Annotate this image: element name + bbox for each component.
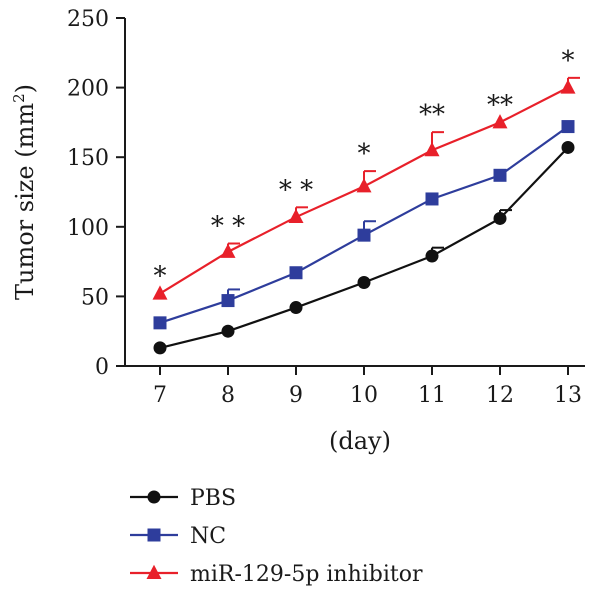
data-point-circle [153, 341, 167, 355]
x-tick-label: 8 [221, 383, 235, 408]
data-point-square [493, 168, 507, 182]
x-ticks: 7 8 9 10 11 12 13 [153, 366, 582, 408]
legend-marker-triangle [146, 564, 162, 579]
y-tick-label: 250 [67, 7, 109, 32]
x-tick-label: 7 [153, 383, 167, 408]
significance-mark: * * [211, 212, 245, 242]
significance-marks: ** ** **** *** [154, 46, 575, 292]
significance-mark: ** [419, 100, 445, 130]
significance-mark: * [562, 46, 575, 76]
y-tick-label: 200 [67, 77, 109, 102]
legend-label: NC [190, 524, 226, 549]
y-ticks: 0 50 100 150 200 250 [67, 7, 125, 380]
y-tick-label: 150 [67, 146, 109, 171]
y-tick-label: 50 [81, 285, 109, 310]
significance-mark: * * [279, 175, 313, 205]
data-point-circle [493, 211, 507, 225]
legend-marker-square [147, 528, 161, 542]
y-axis-title: Tumor size (mm2) [10, 84, 39, 300]
data-point-triangle [560, 79, 576, 94]
data-point-triangle [152, 285, 168, 300]
legend-marker-circle [147, 490, 161, 504]
data-point-triangle [356, 178, 372, 193]
x-tick-label: 10 [350, 383, 378, 408]
data-point-square [561, 120, 575, 134]
data-point-square [221, 294, 235, 308]
x-tick-label: 13 [554, 383, 582, 408]
legend-label: miR-129-5p inhibitor [190, 562, 423, 587]
legend: PBS NC miR-129-5p inhibitor [130, 486, 423, 587]
y-tick-label: 100 [67, 216, 109, 241]
data-point-triangle [288, 208, 304, 224]
significance-mark: * [358, 139, 371, 169]
data-point-triangle [492, 114, 508, 129]
y-tick-label: 0 [95, 355, 109, 380]
data-point-square [153, 316, 167, 330]
y-axis-title-suffix: ) [11, 84, 39, 93]
data-point-circle [561, 140, 575, 154]
x-tick-label: 12 [486, 383, 514, 408]
significance-mark: * [154, 262, 167, 292]
data-point-circle [221, 324, 235, 338]
series-markers [152, 79, 576, 355]
x-tick-label: 11 [418, 383, 446, 408]
y-axis-title-main: Tumor size (mm [11, 103, 39, 300]
legend-label: PBS [190, 486, 236, 511]
data-point-square [357, 228, 371, 242]
data-point-square [425, 192, 439, 206]
data-point-circle [357, 275, 371, 289]
data-point-circle [289, 301, 303, 315]
data-point-square [289, 266, 303, 280]
x-tick-label: 9 [289, 383, 303, 408]
axes [124, 18, 585, 367]
data-point-triangle [424, 141, 440, 157]
significance-mark: ** [487, 90, 513, 120]
x-axis-title: (day) [329, 427, 391, 455]
data-point-circle [425, 249, 439, 263]
y-axis-title-superscript: 2 [10, 93, 28, 103]
data-point-triangle [220, 243, 236, 258]
